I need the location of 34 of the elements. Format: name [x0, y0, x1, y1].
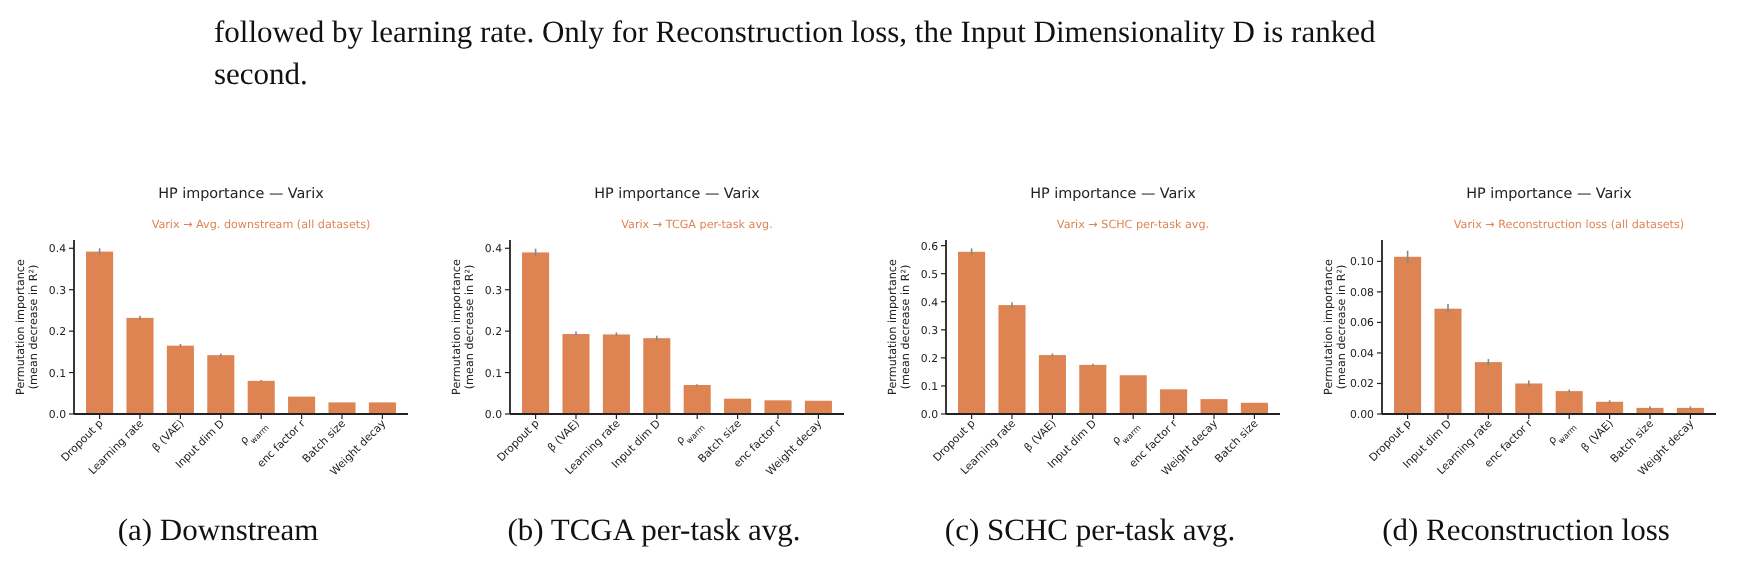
bar — [247, 380, 275, 414]
bar — [1038, 355, 1066, 414]
bar — [1434, 308, 1462, 414]
bar — [1394, 256, 1422, 414]
bar — [602, 334, 630, 414]
bar — [562, 334, 590, 414]
bar — [764, 400, 792, 414]
bar — [683, 385, 711, 414]
text: (b) TCGA per-task avg. — [507, 514, 801, 548]
bar — [1474, 362, 1502, 414]
bar — [958, 251, 986, 414]
bar — [643, 338, 671, 414]
bar — [998, 305, 1026, 414]
bar — [1119, 375, 1147, 414]
bar — [166, 345, 194, 414]
bar — [1555, 391, 1583, 414]
bar — [724, 398, 752, 414]
bar — [522, 252, 550, 414]
bar — [1160, 389, 1188, 414]
bar — [1515, 383, 1543, 414]
bar — [126, 317, 154, 414]
bar — [1079, 364, 1107, 414]
bar — [207, 355, 235, 414]
bar — [1200, 399, 1228, 414]
text: second. — [214, 58, 308, 92]
text: (c) SCHC per-task avg. — [944, 514, 1236, 548]
bar — [288, 396, 316, 414]
text: followed by learning rate. Only for Reconstruction loss, the Input Dimensionality D is ranked — [214, 16, 1376, 50]
text: (d) Reconstruction loss — [1382, 514, 1670, 548]
bar — [804, 400, 832, 414]
bar — [328, 402, 356, 414]
bar — [86, 251, 114, 414]
bar — [368, 402, 396, 414]
text: (a) Downstream — [117, 514, 319, 548]
